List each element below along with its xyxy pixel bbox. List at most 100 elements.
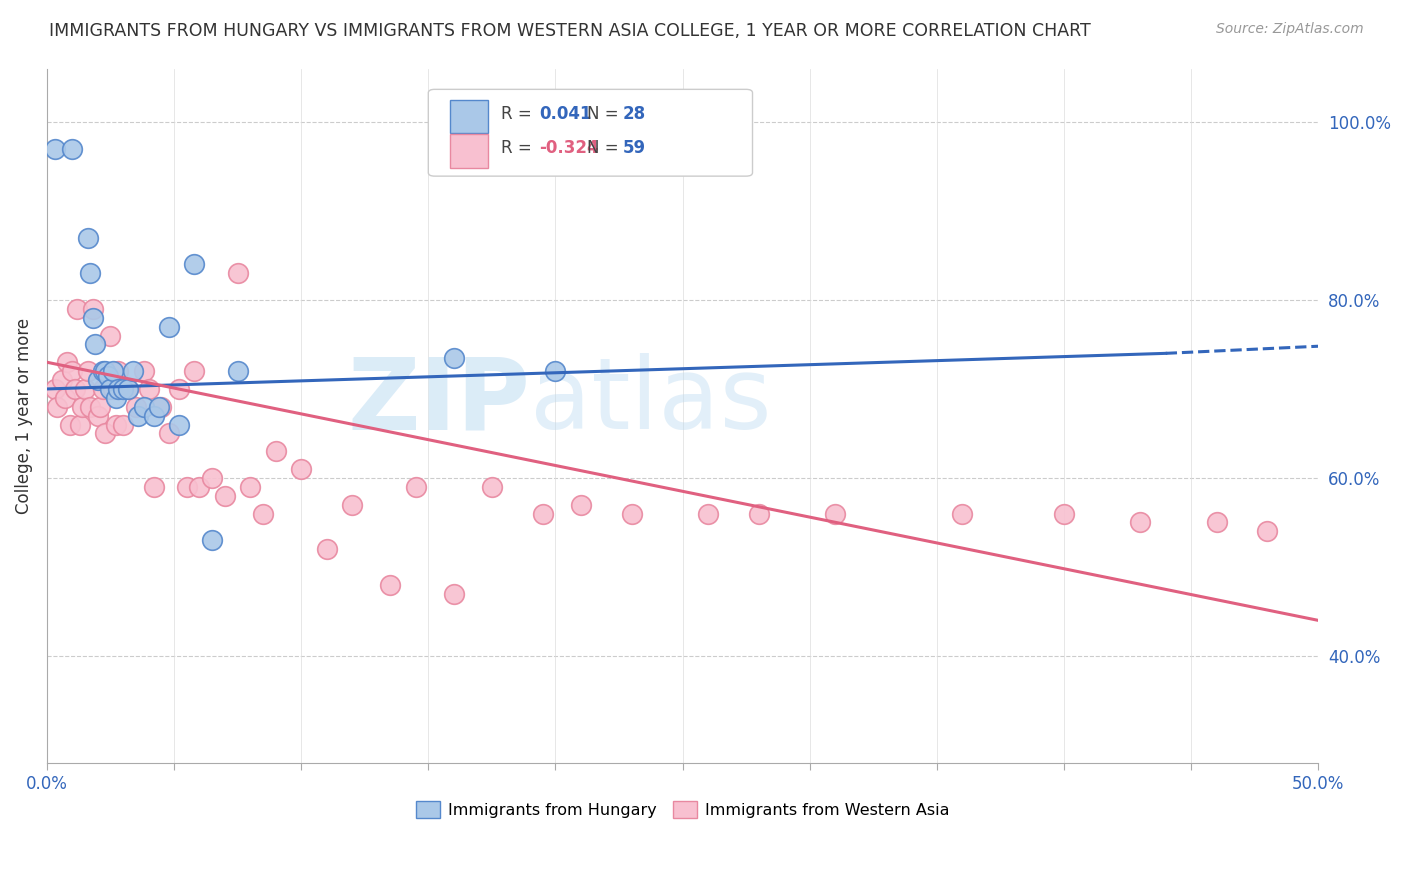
- Point: [201, 471, 224, 485]
- Point: [1256, 524, 1278, 539]
- Point: [104, 391, 127, 405]
- Point: [214, 489, 236, 503]
- Point: [544, 364, 567, 378]
- Point: [1129, 516, 1152, 530]
- Point: [340, 498, 363, 512]
- Point: [142, 409, 165, 423]
- Point: [82, 310, 104, 325]
- Text: N =: N =: [588, 139, 624, 157]
- Point: [79, 400, 101, 414]
- Point: [60, 142, 83, 156]
- Point: [87, 373, 110, 387]
- Point: [1205, 516, 1227, 530]
- Text: atlas: atlas: [530, 353, 772, 450]
- Point: [56, 355, 79, 369]
- Point: [443, 587, 465, 601]
- Point: [87, 409, 110, 423]
- Text: Source: ZipAtlas.com: Source: ZipAtlas.com: [1216, 22, 1364, 37]
- Point: [84, 337, 107, 351]
- Point: [405, 480, 427, 494]
- Point: [167, 417, 190, 432]
- Point: [76, 364, 98, 378]
- Point: [315, 542, 337, 557]
- FancyBboxPatch shape: [450, 100, 488, 133]
- Point: [91, 382, 114, 396]
- Point: [100, 382, 122, 396]
- Point: [117, 382, 139, 396]
- Text: N =: N =: [588, 104, 624, 122]
- Point: [1053, 507, 1076, 521]
- Point: [531, 507, 554, 521]
- Point: [89, 400, 111, 414]
- Point: [73, 382, 96, 396]
- Point: [63, 382, 86, 396]
- Point: [378, 578, 401, 592]
- Point: [748, 507, 770, 521]
- Point: [104, 417, 127, 432]
- Point: [107, 364, 129, 378]
- Point: [101, 382, 124, 396]
- Point: [176, 480, 198, 494]
- Point: [132, 364, 155, 378]
- Point: [824, 507, 846, 521]
- Point: [183, 257, 205, 271]
- Point: [127, 409, 149, 423]
- Point: [252, 507, 274, 521]
- Text: IMMIGRANTS FROM HUNGARY VS IMMIGRANTS FROM WESTERN ASIA COLLEGE, 1 YEAR OR MORE : IMMIGRANTS FROM HUNGARY VS IMMIGRANTS FR…: [49, 22, 1091, 40]
- Point: [239, 480, 262, 494]
- Point: [481, 480, 503, 494]
- Point: [125, 400, 148, 414]
- Text: -0.324: -0.324: [538, 139, 599, 157]
- Point: [100, 328, 122, 343]
- Text: 28: 28: [623, 104, 645, 122]
- Point: [148, 400, 170, 414]
- Point: [94, 364, 117, 378]
- Point: [72, 400, 94, 414]
- Point: [53, 391, 76, 405]
- Point: [290, 462, 312, 476]
- Point: [264, 444, 287, 458]
- Point: [66, 301, 89, 316]
- Point: [91, 364, 114, 378]
- Point: [59, 417, 82, 432]
- Point: [51, 373, 73, 387]
- Point: [112, 382, 135, 396]
- Text: 0.041: 0.041: [538, 104, 592, 122]
- Point: [569, 498, 592, 512]
- Y-axis label: College, 1 year or more: College, 1 year or more: [15, 318, 32, 514]
- Point: [112, 417, 135, 432]
- Point: [142, 480, 165, 494]
- Point: [157, 319, 180, 334]
- Point: [44, 382, 66, 396]
- Point: [60, 364, 83, 378]
- Point: [101, 364, 124, 378]
- Point: [94, 426, 117, 441]
- Point: [97, 368, 120, 383]
- FancyBboxPatch shape: [429, 89, 752, 176]
- Point: [69, 417, 91, 432]
- Point: [82, 301, 104, 316]
- Point: [150, 400, 173, 414]
- Point: [157, 426, 180, 441]
- Point: [183, 364, 205, 378]
- Point: [46, 400, 69, 414]
- Point: [697, 507, 720, 521]
- Point: [107, 382, 129, 396]
- Point: [188, 480, 211, 494]
- Point: [117, 382, 139, 396]
- FancyBboxPatch shape: [450, 135, 488, 168]
- Text: ZIP: ZIP: [347, 353, 530, 450]
- Point: [44, 142, 66, 156]
- Point: [226, 364, 249, 378]
- Point: [226, 266, 249, 280]
- Point: [138, 382, 160, 396]
- Legend: Immigrants from Hungary, Immigrants from Western Asia: Immigrants from Hungary, Immigrants from…: [409, 795, 956, 824]
- Point: [76, 230, 98, 244]
- Point: [443, 351, 465, 365]
- Text: R =: R =: [501, 139, 537, 157]
- Point: [620, 507, 643, 521]
- Point: [132, 400, 155, 414]
- Text: R =: R =: [501, 104, 537, 122]
- Point: [79, 266, 101, 280]
- Point: [950, 507, 973, 521]
